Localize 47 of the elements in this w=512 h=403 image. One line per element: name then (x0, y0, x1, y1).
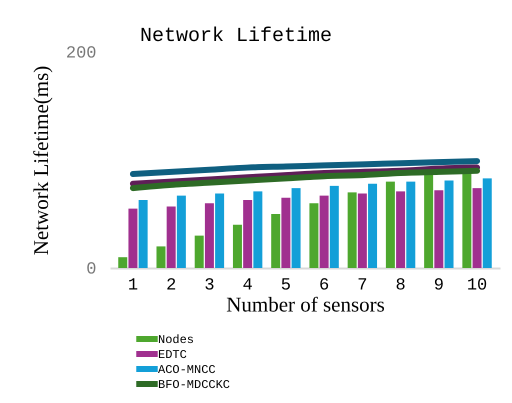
bar (232, 224, 242, 268)
bar (358, 193, 367, 268)
x-tick-label: 7 (357, 276, 368, 296)
bar (243, 200, 252, 268)
bar (472, 188, 482, 268)
bar (482, 178, 492, 268)
bar (320, 196, 329, 268)
bar (406, 182, 416, 268)
bar (253, 191, 262, 268)
bar (156, 246, 166, 268)
bar (386, 182, 395, 268)
chart-title: Network Lifetime (140, 25, 332, 48)
bar (434, 190, 444, 268)
bar (292, 188, 301, 268)
x-tick-label: 10 (466, 276, 488, 296)
bar (166, 206, 176, 268)
bar (348, 192, 357, 268)
y-axis-title: Network Lifetime(ms) (28, 66, 53, 256)
x-tick-label: 6 (319, 276, 330, 296)
x-tick-label: 4 (242, 276, 253, 296)
bar (444, 180, 454, 268)
bar (138, 200, 148, 268)
bar (128, 208, 138, 268)
legend-label: ACO-MNCC (158, 363, 216, 377)
legend-label: Nodes (158, 333, 194, 347)
bar (194, 236, 204, 268)
bar (330, 186, 339, 268)
bar (215, 193, 224, 268)
x-tick-label: 3 (204, 276, 215, 296)
x-tick-label: 9 (434, 276, 444, 296)
y-tick-label: 200 (66, 44, 96, 64)
bar (271, 214, 280, 268)
bar (118, 257, 128, 268)
bar (396, 191, 406, 268)
legend-label: EDTC (158, 348, 187, 362)
bar (368, 184, 378, 268)
x-tick-label: 8 (395, 276, 406, 296)
bar (176, 196, 186, 268)
bar (204, 203, 214, 268)
y-tick-label: 0 (86, 260, 96, 280)
bar (281, 198, 290, 268)
x-axis-title: Number of sensors (226, 292, 385, 316)
x-tick-label: 1 (128, 276, 138, 296)
x-tick-label: 2 (166, 276, 176, 296)
legend-label: BFO-MDCCKC (158, 378, 230, 392)
x-tick-label: 5 (280, 276, 291, 296)
bar (309, 203, 318, 268)
